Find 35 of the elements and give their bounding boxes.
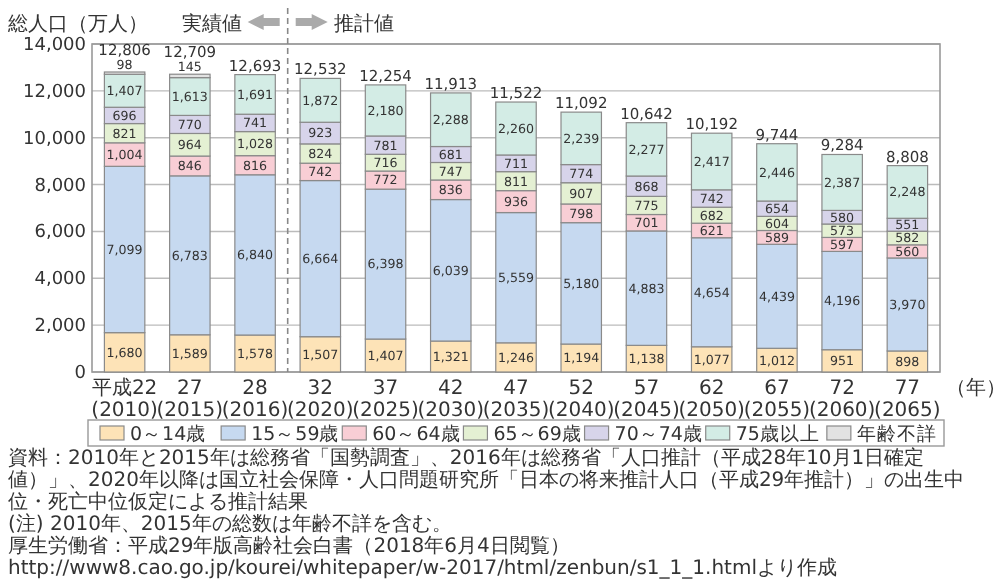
x-tick-label: 52 (2040) — [547, 378, 615, 422]
legend-label: 15～59歳 — [251, 422, 340, 446]
legend-label: 年齢不詳 — [856, 422, 937, 446]
y-tick-label: 10,000 — [23, 129, 87, 150]
legend-label: 60～64歳 — [372, 422, 461, 446]
x-tick-label: 72 (2060) — [808, 378, 876, 422]
legend-label: 0～14歳 — [130, 422, 207, 446]
text: 推計値 — [333, 12, 394, 36]
text: (注) 2010年、2015年の総数は年齢不詳を含む。 — [8, 514, 454, 536]
y-tick-label: 2,000 — [34, 317, 87, 338]
text: 厚生労働省：平成29年版高齢社会白書（2018年6月4日閲覧）http://www8.cao.go.jp/kourei/whitepaper/w-2017/html/zenbun/s1_1_1.htmlより作成 — [8, 536, 839, 580]
x-tick-label: 32 (2020) — [287, 378, 354, 422]
y-tick-label: 12,000 — [23, 82, 87, 103]
x-tick-label: 62 (2050) — [678, 378, 746, 422]
x-tick-label: 28 (2016) — [221, 378, 289, 422]
x-tick-label: 27 (2015) — [156, 378, 224, 422]
x-tick-label: 平成22 (2010) — [91, 376, 159, 422]
y-tick-label: 4,000 — [34, 270, 87, 291]
y-tick-label: 6,000 — [34, 223, 87, 244]
x-axis-title: （年） — [946, 376, 1000, 400]
legend-label: 75歳以上 — [735, 422, 820, 446]
x-tick-label: 37 (2025) — [352, 378, 419, 422]
x-tick-label: 77 (2065) — [874, 378, 941, 422]
legend-label: 70～74歳 — [614, 422, 703, 446]
x-tick-label: 47 (2035) — [482, 378, 550, 422]
y-tick-label: 14,000 — [23, 36, 87, 56]
y-axis-title: 総人口（万人） — [6, 12, 148, 36]
text: 資料：2010年と2015年は総務省「国勢調査」、2016年は総務省「人口推計（平成28年10月1日確定値）」、2020年以降は国立社会保障・人口問題研究所「日本の将来推計人口（平成29年推計）」の出生中位・死亡中位仮定による推計結果 — [8, 448, 967, 514]
x-tick-label: 57 (2045) — [613, 378, 680, 422]
y-tick-label: 0 — [74, 364, 87, 384]
y-tick-label: 8,000 — [34, 176, 87, 197]
x-tick-label: 67 (2055) — [743, 378, 811, 422]
x-tick-label: 42 (2030) — [417, 378, 485, 422]
text: 実績値 — [181, 12, 242, 36]
legend-label: 65～69歳 — [493, 422, 582, 446]
